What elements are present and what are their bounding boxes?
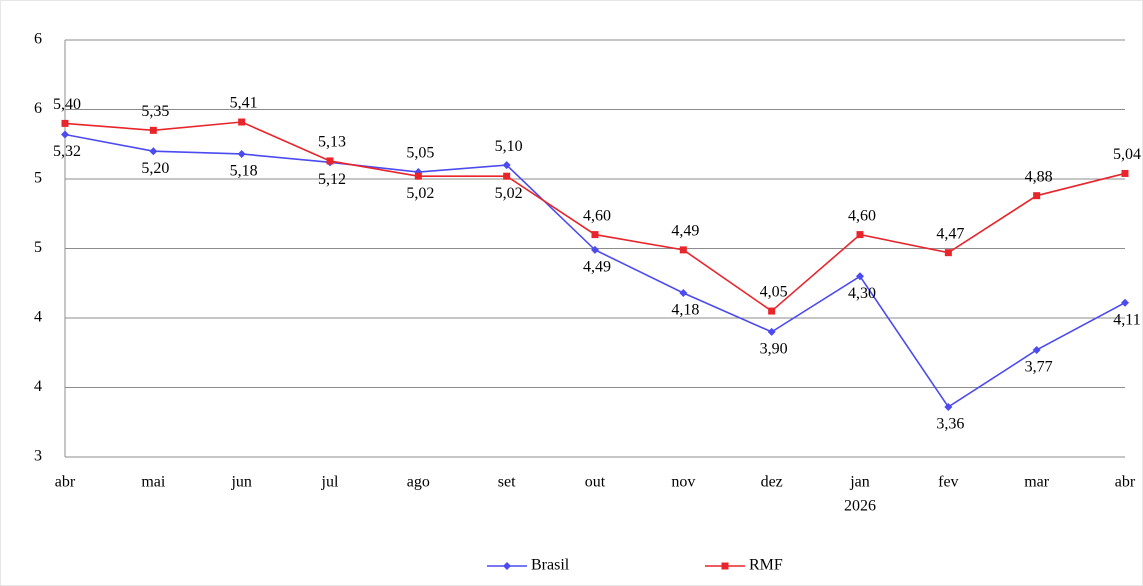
point [856,231,864,239]
point [944,402,953,411]
data-label: 4,47 [936,225,964,242]
data-label: 4,60 [583,207,611,224]
y-tick-label: 4 [34,378,42,395]
data-label: 4,88 [1025,168,1053,185]
x-tick-label: mar [1024,474,1050,491]
point [326,157,334,165]
y-tick-label: 4 [34,309,42,326]
point [768,307,776,315]
x-tick-label: jan [849,474,870,491]
x-tick-label: out [585,474,606,491]
data-label: 5,20 [141,160,169,177]
data-label: 4,05 [760,284,788,301]
point [61,130,69,139]
data-label: 4,11 [1113,311,1140,328]
point [502,161,511,170]
point [238,118,246,126]
y-tick-label: 5 [34,239,42,256]
point [767,327,776,336]
data-label: 5,35 [141,103,169,120]
data-label: 4,30 [848,285,876,302]
point [149,126,157,134]
point [61,119,69,127]
data-label: 4,18 [671,302,699,319]
legend-marker [721,562,729,570]
point [1032,345,1041,354]
point [591,245,599,254]
data-label: 5,13 [318,134,346,151]
point [1121,169,1129,177]
x-tick-label: mai [141,474,166,491]
y-tick-label: 6 [34,100,42,117]
data-label: 5,05 [406,145,434,162]
x-tick-label: ago [407,474,430,491]
point [149,147,158,156]
x-tick-label: jul [321,474,339,491]
data-label: 5,18 [230,163,258,180]
point [679,246,687,254]
x-tick-label: dez [761,474,783,491]
data-label: 4,49 [583,259,611,276]
x-tick-label: nov [671,474,695,491]
data-label: 4,49 [671,223,699,240]
point [591,231,599,239]
legend-label: Brasil [531,557,570,574]
x-tick-label: fev [938,474,958,491]
x-tick-label: abr [1115,474,1136,491]
data-label: 5,02 [495,185,523,202]
x-tick-label: set [498,474,516,491]
y-tick-label: 6 [34,31,42,48]
x-group-label: 2026 [844,498,876,515]
point [679,288,688,297]
point [944,249,952,257]
point [1033,192,1041,200]
data-label: 5,02 [406,185,434,202]
data-label: 4,60 [848,207,876,224]
point [414,172,422,180]
data-label: 3,36 [936,416,964,433]
data-label: 5,40 [53,96,81,113]
data-label: 5,04 [1113,146,1141,163]
point [503,172,511,180]
point [856,272,864,281]
legend-label: RMF [749,557,783,574]
data-label: 5,32 [53,143,81,160]
y-tick-label: 5 [34,170,42,187]
point [1121,298,1129,307]
legend-marker [503,562,511,570]
data-label: 5,41 [230,95,258,112]
point [237,149,246,158]
x-tick-label: jun [230,474,251,491]
data-label: 5,12 [318,171,346,188]
x-tick-label: abr [55,474,76,491]
data-label: 5,10 [495,138,523,155]
data-label: 3,77 [1025,359,1053,376]
data-label: 3,90 [760,341,788,358]
y-tick-label: 3 [34,448,42,465]
